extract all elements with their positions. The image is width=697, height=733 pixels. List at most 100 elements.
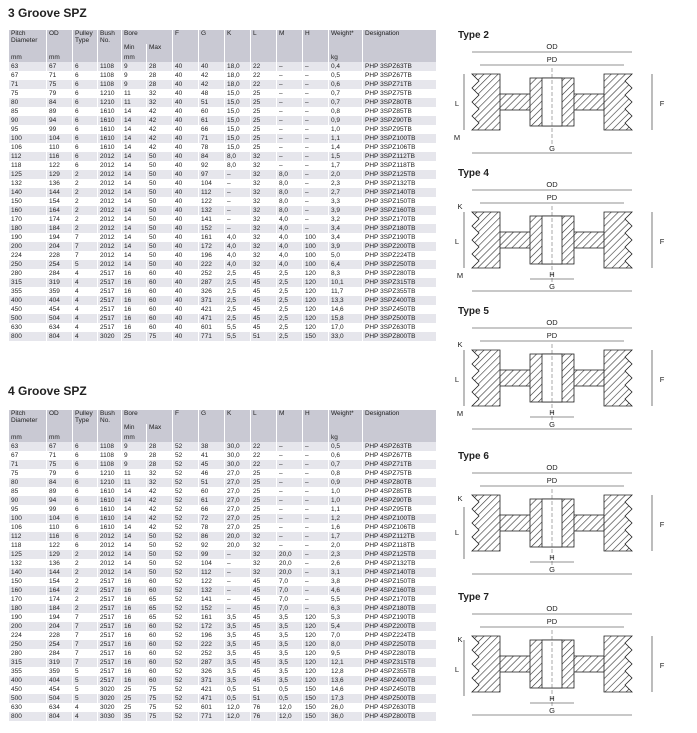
cell: 63 (8, 62, 47, 71)
cell: 2517 (97, 269, 122, 278)
cell: 15,8 (328, 314, 363, 323)
cell: 65 (145, 613, 173, 622)
cell: 60 (145, 640, 173, 649)
cell: 3,5 (224, 667, 251, 676)
unit (224, 53, 251, 62)
cell: 196 (198, 631, 225, 640)
cell: 504 (46, 314, 73, 323)
cell: 50 (145, 260, 173, 269)
cell: 6 (72, 469, 98, 478)
unit (145, 433, 173, 442)
cell: 150 (8, 577, 47, 586)
cell: 1210 (97, 469, 122, 478)
cell: 116 (46, 152, 73, 161)
column-header: OD (46, 30, 73, 53)
data-row: 180 184 2 2517 16 65 52 152–45 7,0–6,3 PHP 4SPZ18… (8, 604, 436, 613)
cell: PHP 4SPZ90TB (362, 496, 436, 505)
cell: 32 (250, 550, 277, 559)
cell: PHP 4SPZ630TB (362, 703, 436, 712)
cell: PHP 4SPZ224TB (362, 631, 436, 640)
data-row: 118 122 6 2012 14 50 52 92 20,0 32– –2,0 PHP 4SPZ11… (8, 541, 436, 550)
cell: 27,0 (224, 487, 251, 496)
data-row: 106 110 6 1610 14 42 40 78 15,0 25– –1,4 PHP 3SPZ10… (8, 143, 436, 152)
dimension-label: PD (547, 617, 558, 626)
cell: 204 (46, 242, 73, 251)
cell: 50 (145, 170, 173, 179)
cell: 250 (8, 260, 47, 269)
data-row: 170 174 2 2012 14 50 40 141–32 4,0–3,2 PHP 3SPZ17… (8, 215, 436, 224)
cell: 2517 (97, 296, 122, 305)
cell: PHP 4SPZ67TB (362, 451, 436, 460)
cell: 25 (250, 523, 277, 532)
cell: 2 (72, 224, 98, 233)
cell: PHP 4SPZ800TB (362, 712, 436, 721)
cell: 164 (46, 206, 73, 215)
cell: 228 (46, 251, 73, 260)
cell: 196 (198, 251, 225, 260)
cell: 1610 (97, 487, 122, 496)
cell: 2012 (97, 179, 122, 188)
unit (250, 433, 277, 442)
cell: – (224, 559, 251, 568)
column-header: Bore (120, 410, 173, 424)
cell: 78 (198, 143, 225, 152)
cell: – (224, 188, 251, 197)
cell: PHP 3SPZ112TB (362, 152, 436, 161)
cell: 27,0 (224, 523, 251, 532)
dimension-label: K (457, 340, 462, 349)
data-row: 75 79 6 1210 11 32 52 46 27,0 25– –0,8 PHP 4SPZ75TB (8, 469, 436, 478)
cell: 60 (145, 287, 173, 296)
cell: 71 (8, 460, 47, 469)
data-row: 140 144 2 2012 14 50 40 112–32 8,0–2,7 PHP 3SPZ14… (8, 188, 436, 197)
cell: PHP 3SPZ450TB (362, 305, 436, 314)
cell: 6 (72, 125, 98, 134)
cell: 284 (46, 269, 73, 278)
cell: 51 (198, 98, 225, 107)
cell: 371 (198, 296, 225, 305)
cell: 204 (46, 622, 73, 631)
cell: 18,0 (224, 62, 251, 71)
cell: 25 (121, 694, 147, 703)
column-header: Pitch Diameter (8, 410, 47, 433)
cell: 120 (302, 649, 329, 658)
cell: 3,8 (328, 577, 363, 586)
dimension-label: F (660, 375, 665, 384)
cell: 0,5 (276, 685, 303, 694)
cell: 3,3 (328, 197, 363, 206)
cell: 2517 (97, 305, 122, 314)
cell: 27,0 (224, 496, 251, 505)
cell: 28 (145, 442, 173, 451)
data-row: 125 129 2 2012 14 50 40 97–32 8,0–2,0 PHP 3SPZ125… (8, 170, 436, 179)
cell: – (302, 460, 329, 469)
data-row: 150 154 2 2517 16 60 52 122–45 7,0–3,8 PHP 4SPZ15… (8, 577, 436, 586)
column-header: Bush No. (97, 410, 122, 433)
cell: 20,0 (276, 559, 303, 568)
cell: 3,5 (224, 631, 251, 640)
cell: 67 (46, 62, 73, 71)
unit (198, 53, 225, 62)
cell: 450 (8, 685, 47, 694)
dimension-label: F (660, 520, 665, 529)
cell: 95 (8, 505, 47, 514)
cell: – (276, 152, 303, 161)
cell: 71 (198, 134, 225, 143)
cell: 2,5 (224, 305, 251, 314)
cell: 14 (121, 170, 147, 179)
cell: 52 (172, 541, 199, 550)
data-row: 95 99 6 1610 14 42 40 66 15,0 25– –1,0 PHP 3SPZ95TB (8, 125, 436, 134)
cell: 144 (46, 188, 73, 197)
cell: 6 (72, 487, 98, 496)
cell: 15,0 (224, 134, 251, 143)
cell: 60 (198, 487, 225, 496)
cell: 52 (172, 496, 199, 505)
dimension-label: H (549, 270, 554, 279)
cell: 50 (145, 568, 173, 577)
cell: 1108 (97, 460, 122, 469)
cell: 30,0 (224, 451, 251, 460)
cell: 9 (121, 80, 147, 89)
cell: 0,5 (224, 694, 251, 703)
cell: 2012 (97, 233, 122, 242)
cell: – (302, 125, 329, 134)
data-row: 200 204 7 2012 14 50 40 172 4,0 32 4,0 100 3,9 PHP 3S… (8, 242, 436, 251)
diagram-title: Type 4 (458, 168, 489, 179)
